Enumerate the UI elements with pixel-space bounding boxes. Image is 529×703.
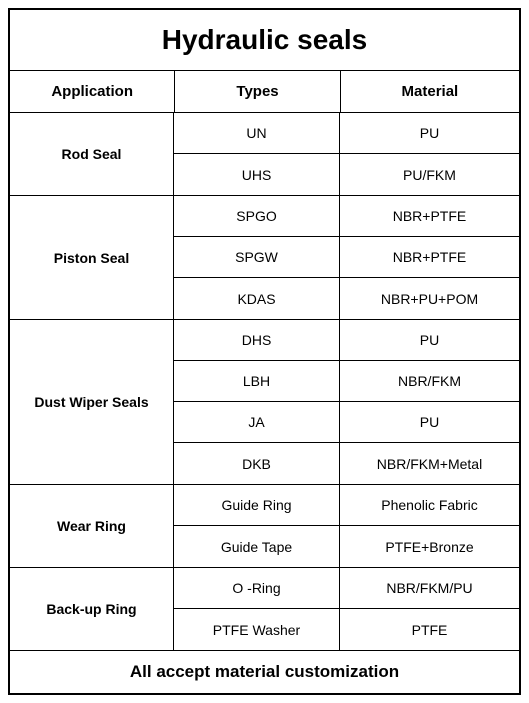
table-row: O -RingNBR/FKM/PU bbox=[174, 568, 519, 609]
type-cell: DHS bbox=[174, 320, 340, 360]
type-cell: O -Ring bbox=[174, 568, 340, 608]
type-cell: LBH bbox=[174, 361, 340, 401]
material-cell: NBR/FKM bbox=[340, 361, 519, 401]
table-row: SPGWNBR+PTFE bbox=[174, 237, 519, 278]
table-row: DKBNBR/FKM+Metal bbox=[174, 443, 519, 484]
table-row: Guide TapePTFE+Bronze bbox=[174, 526, 519, 567]
material-cell: PTFE bbox=[340, 609, 519, 650]
material-cell: NBR/FKM/PU bbox=[340, 568, 519, 608]
header-types: Types bbox=[175, 71, 340, 112]
rows-wrap: O -RingNBR/FKM/PUPTFE WasherPTFE bbox=[174, 568, 519, 650]
type-cell: DKB bbox=[174, 443, 340, 484]
table-footer: All accept material customization bbox=[10, 651, 519, 693]
type-cell: JA bbox=[174, 402, 340, 442]
table-section: Wear RingGuide RingPhenolic FabricGuide … bbox=[10, 485, 519, 568]
type-cell: PTFE Washer bbox=[174, 609, 340, 650]
material-cell: PU bbox=[340, 402, 519, 442]
type-cell: Guide Ring bbox=[174, 485, 340, 525]
type-cell: UHS bbox=[174, 154, 340, 195]
table-row: KDASNBR+PU+POM bbox=[174, 278, 519, 319]
material-cell: PU/FKM bbox=[340, 154, 519, 195]
application-cell: Wear Ring bbox=[10, 485, 174, 567]
header-material: Material bbox=[341, 71, 519, 112]
table-body: Rod SealUNPUUHSPU/FKMPiston SealSPGONBR+… bbox=[10, 113, 519, 651]
table-row: DHSPU bbox=[174, 320, 519, 361]
material-cell: PTFE+Bronze bbox=[340, 526, 519, 567]
table-row: UHSPU/FKM bbox=[174, 154, 519, 195]
table-section: Dust Wiper SealsDHSPULBHNBR/FKMJAPUDKBNB… bbox=[10, 320, 519, 485]
material-cell: NBR+PU+POM bbox=[340, 278, 519, 319]
rows-wrap: SPGONBR+PTFESPGWNBR+PTFEKDASNBR+PU+POM bbox=[174, 196, 519, 319]
table-section: Back-up RingO -RingNBR/FKM/PUPTFE Washer… bbox=[10, 568, 519, 651]
type-cell: SPGW bbox=[174, 237, 340, 277]
type-cell: KDAS bbox=[174, 278, 340, 319]
table-row: PTFE WasherPTFE bbox=[174, 609, 519, 650]
material-cell: PU bbox=[340, 320, 519, 360]
table-section: Rod SealUNPUUHSPU/FKM bbox=[10, 113, 519, 196]
application-cell: Dust Wiper Seals bbox=[10, 320, 174, 484]
application-cell: Back-up Ring bbox=[10, 568, 174, 650]
type-cell: Guide Tape bbox=[174, 526, 340, 567]
rows-wrap: Guide RingPhenolic FabricGuide TapePTFE+… bbox=[174, 485, 519, 567]
header-application: Application bbox=[10, 71, 175, 112]
material-cell: PU bbox=[340, 113, 519, 153]
table-row: SPGONBR+PTFE bbox=[174, 196, 519, 237]
table-row: UNPU bbox=[174, 113, 519, 154]
material-cell: NBR+PTFE bbox=[340, 237, 519, 277]
application-cell: Piston Seal bbox=[10, 196, 174, 319]
material-cell: Phenolic Fabric bbox=[340, 485, 519, 525]
table-title: Hydraulic seals bbox=[10, 10, 519, 71]
application-cell: Rod Seal bbox=[10, 113, 174, 195]
table-section: Piston SealSPGONBR+PTFESPGWNBR+PTFEKDASN… bbox=[10, 196, 519, 320]
rows-wrap: DHSPULBHNBR/FKMJAPUDKBNBR/FKM+Metal bbox=[174, 320, 519, 484]
material-cell: NBR+PTFE bbox=[340, 196, 519, 236]
table-row: JAPU bbox=[174, 402, 519, 443]
material-cell: NBR/FKM+Metal bbox=[340, 443, 519, 484]
rows-wrap: UNPUUHSPU/FKM bbox=[174, 113, 519, 195]
type-cell: UN bbox=[174, 113, 340, 153]
table-row: LBHNBR/FKM bbox=[174, 361, 519, 402]
type-cell: SPGO bbox=[174, 196, 340, 236]
table-header-row: Application Types Material bbox=[10, 71, 519, 113]
table-row: Guide RingPhenolic Fabric bbox=[174, 485, 519, 526]
hydraulic-seals-table: Hydraulic seals Application Types Materi… bbox=[8, 8, 521, 695]
